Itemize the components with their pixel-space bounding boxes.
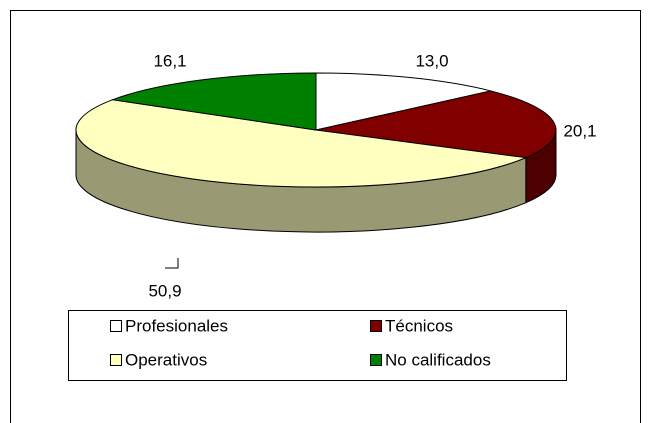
data-label: 16,1 — [153, 51, 186, 70]
data-label: 20,1 — [563, 121, 596, 140]
legend-label: No calificados — [385, 350, 491, 369]
data-label: 13,0 — [415, 51, 448, 70]
legend-swatch — [110, 320, 122, 332]
legend-label: Profesionales — [125, 316, 228, 335]
legend-swatch — [110, 354, 122, 366]
data-label: 50,9 — [148, 281, 181, 300]
legend-box — [68, 310, 567, 381]
legend-swatch — [370, 354, 382, 366]
legend-label: Operativos — [125, 350, 207, 369]
pie-slice — [110, 72, 317, 131]
legend-swatch — [370, 320, 382, 332]
legend-label: Técnicos — [385, 316, 453, 335]
pie-slice — [75, 99, 528, 188]
chart-frame — [10, 10, 641, 423]
leader-line — [165, 258, 179, 269]
pie-slice — [315, 72, 491, 131]
pie-slice — [315, 90, 557, 159]
